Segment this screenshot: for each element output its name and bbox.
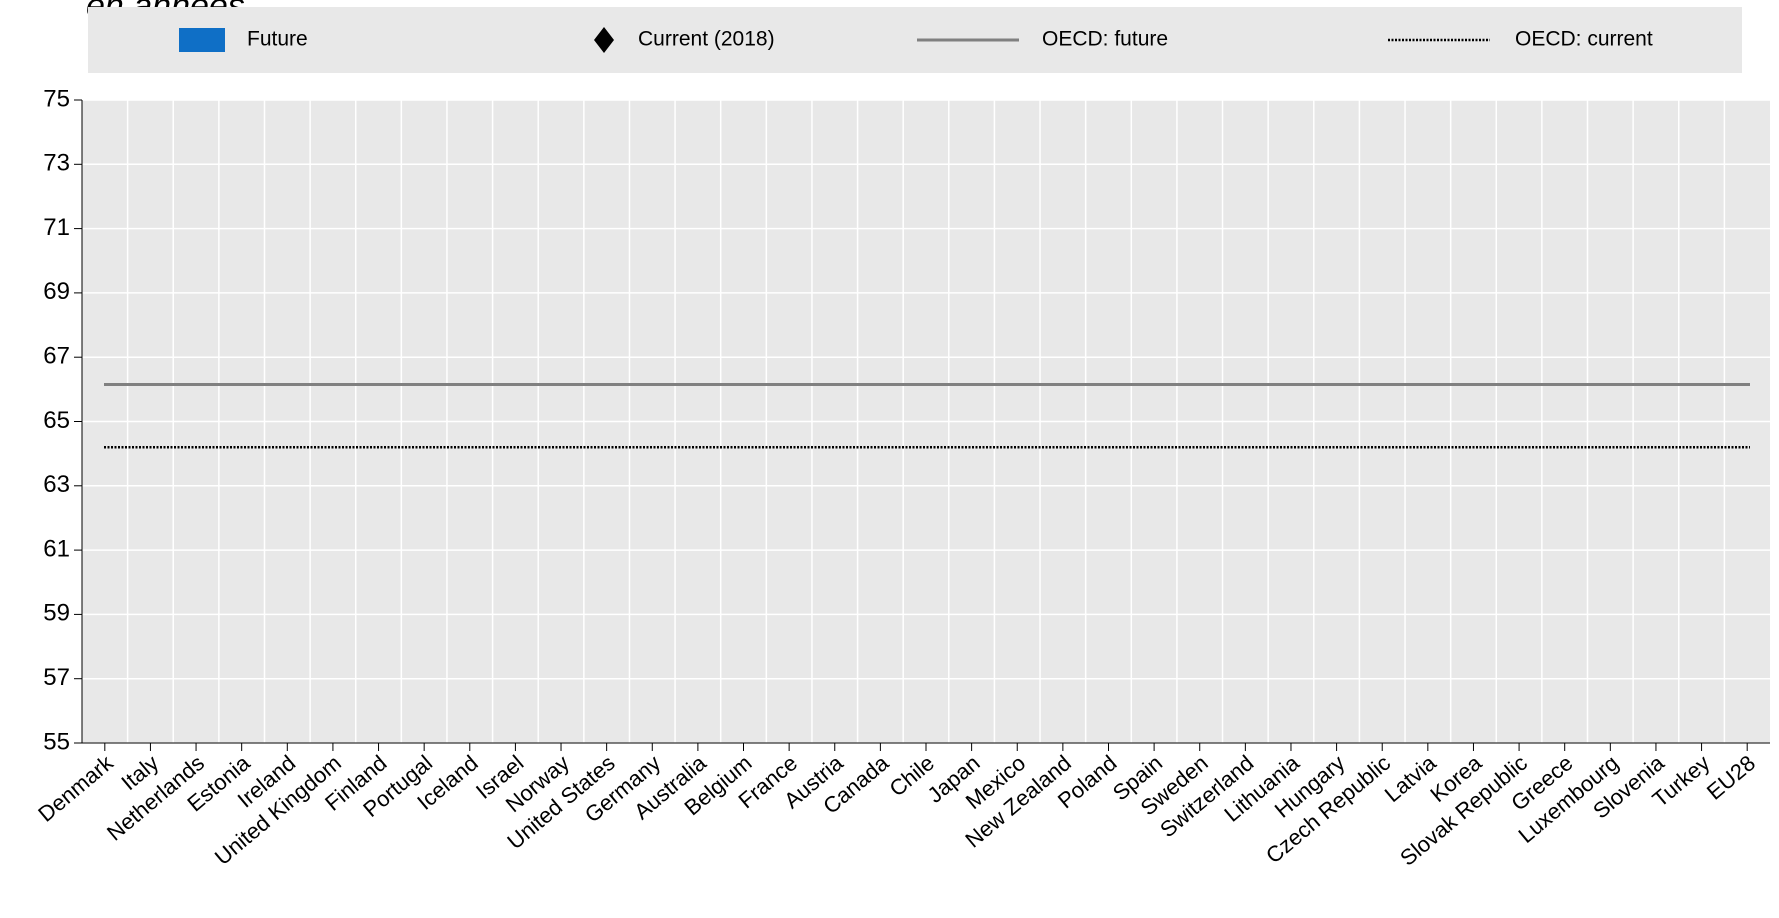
y-tick-label: 67 [43,343,70,370]
legend-swatch [179,28,225,52]
legend-label: OECD: future [1042,28,1168,51]
legend-label: Current (2018) [638,28,775,51]
y-tick-label: 55 [43,728,70,755]
x-tick-label: EU28 [1702,750,1760,805]
x-tick-label: Denmark [33,749,118,826]
legend-label: OECD: current [1515,28,1653,51]
y-tick-label: 71 [43,214,70,241]
y-tick-label: 61 [43,535,70,562]
legend-label: Future [247,28,308,51]
y-tick-label: 57 [43,664,70,691]
y-tick-label: 73 [43,150,70,177]
y-tick-label: 63 [43,471,70,498]
y-tick-label: 69 [43,278,70,305]
legend-box [88,7,1742,73]
y-tick-label: 75 [43,85,70,112]
legend-swatch [594,27,614,53]
y-tick-label: 59 [43,600,70,627]
y-tick-label: 65 [43,407,70,434]
x-tick-label: Latvia [1380,750,1442,807]
